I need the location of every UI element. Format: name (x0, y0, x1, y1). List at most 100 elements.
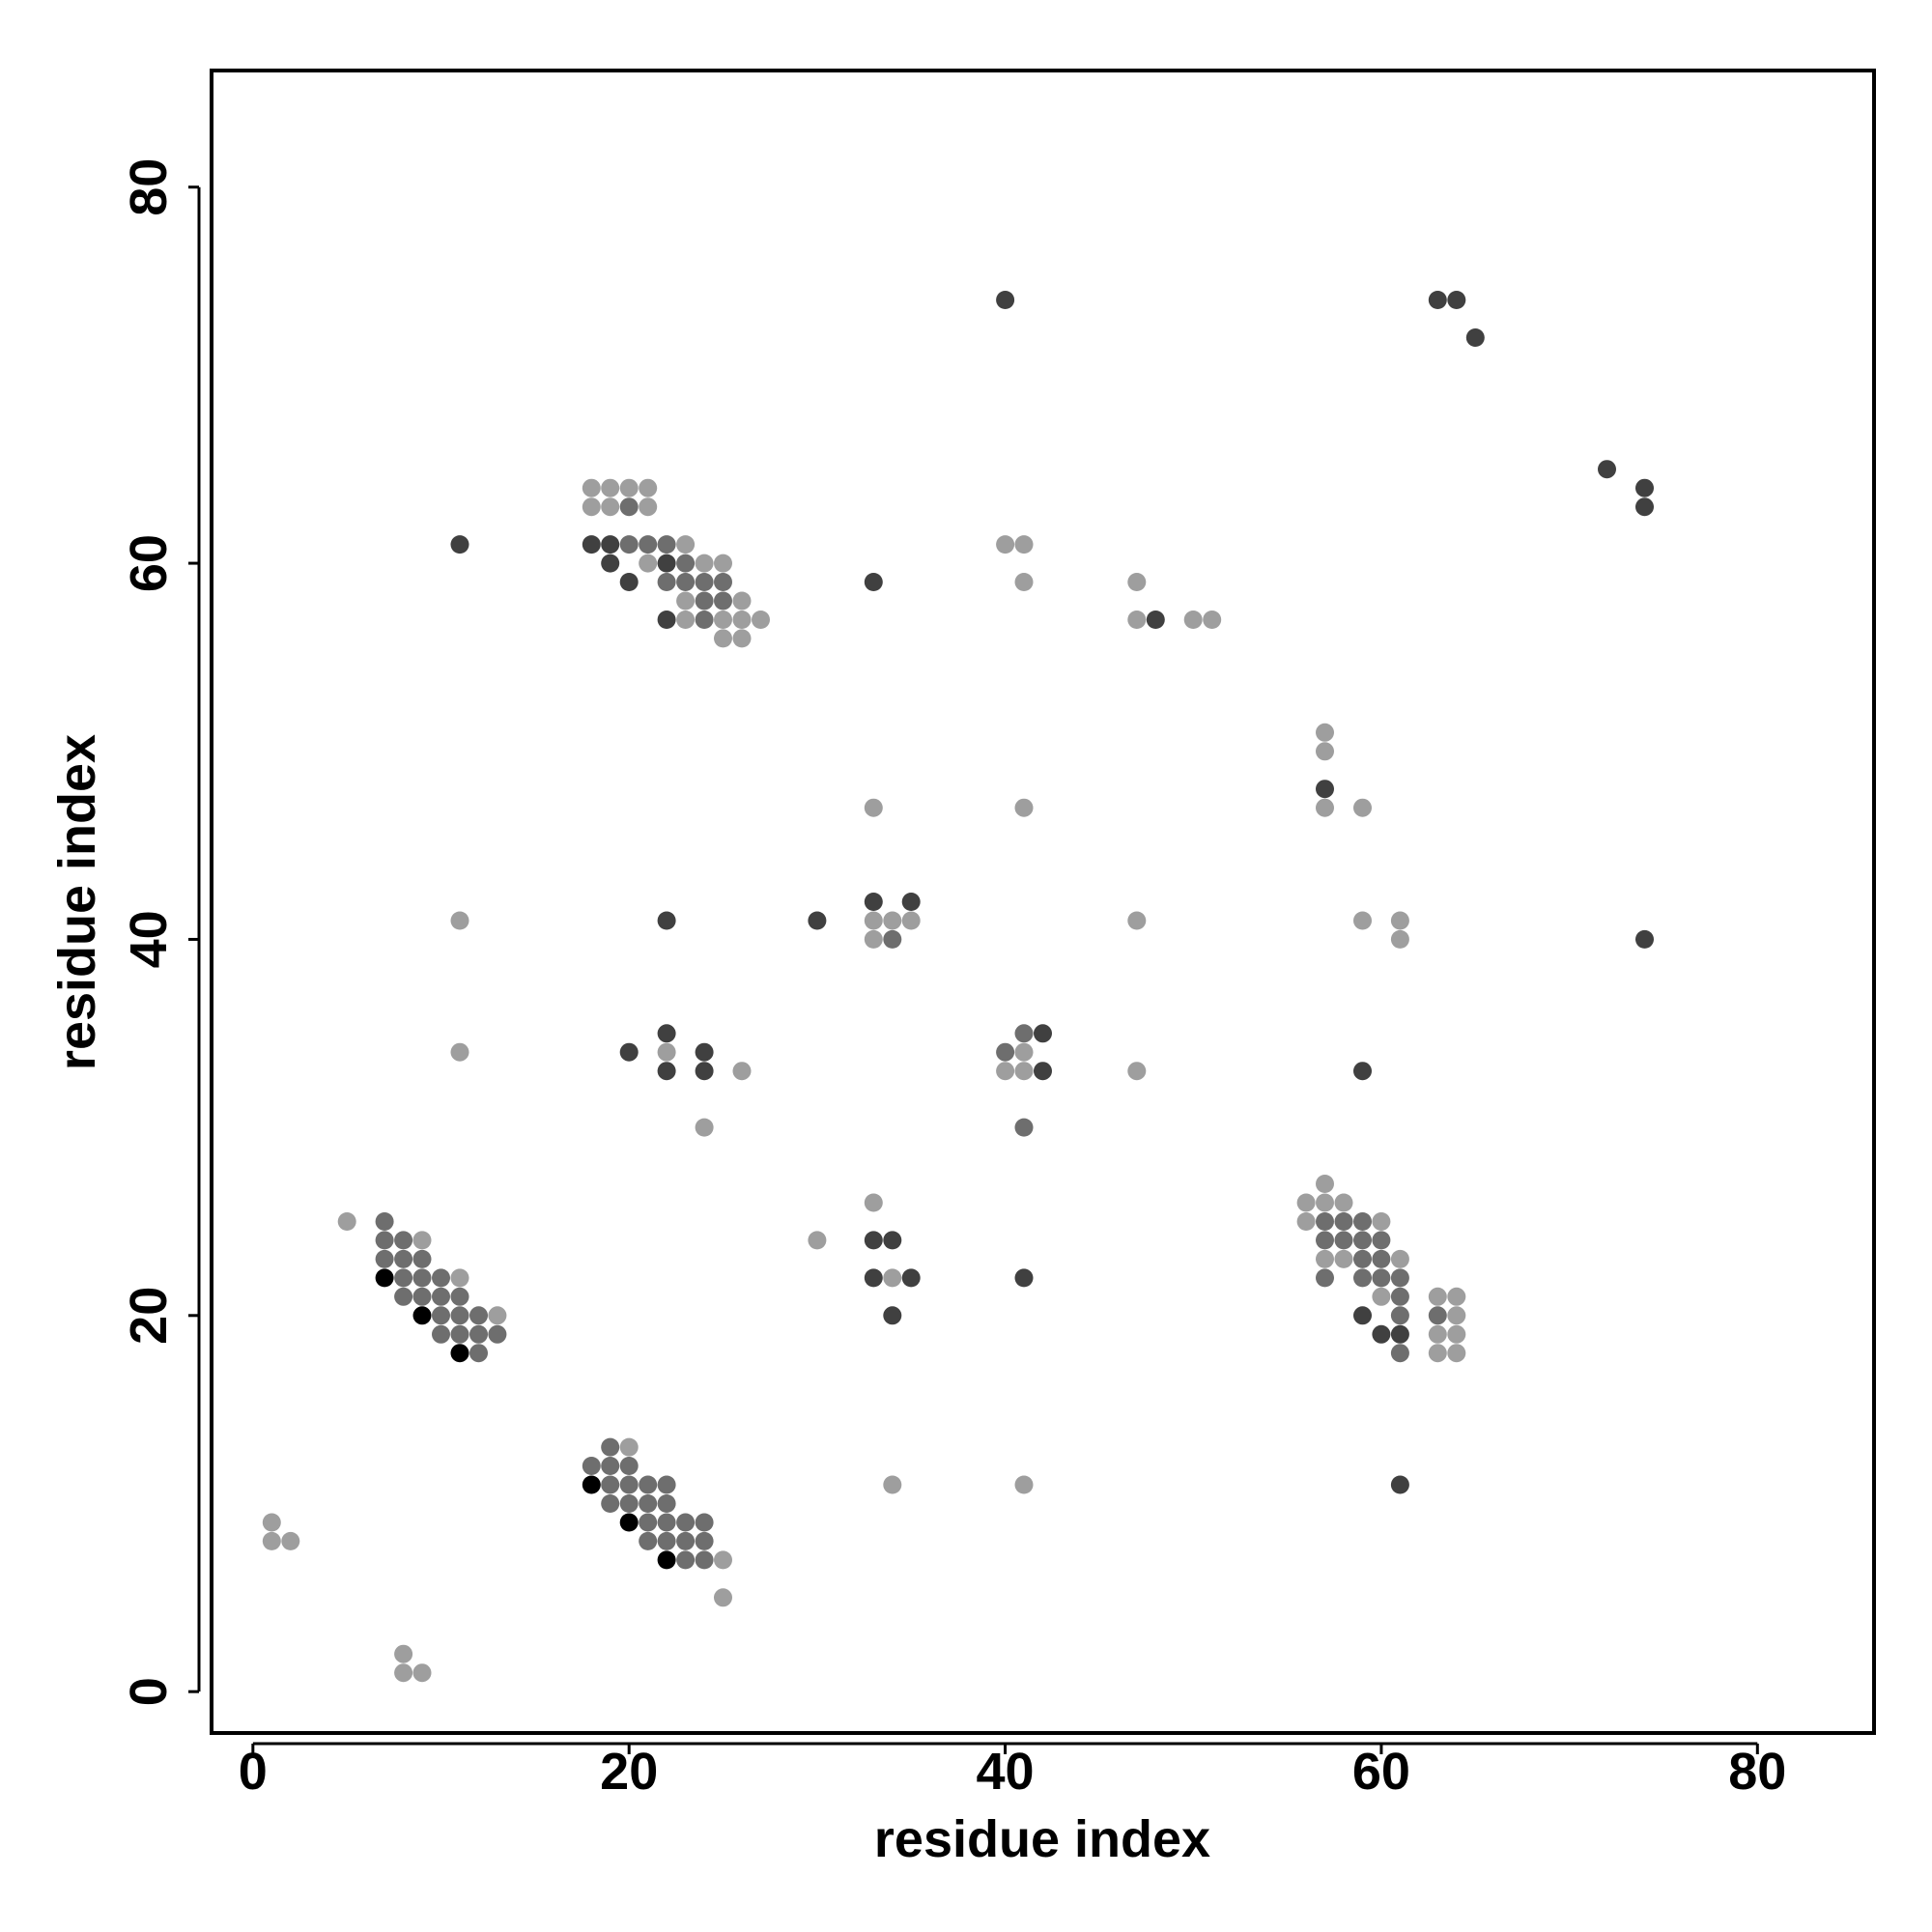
data-point (1390, 1306, 1409, 1325)
data-point (695, 554, 714, 573)
data-point (1372, 1249, 1391, 1268)
data-point (488, 1324, 507, 1344)
data-point (375, 1268, 394, 1288)
data-point (601, 1437, 620, 1457)
data-point (1014, 1118, 1034, 1137)
data-point (1635, 497, 1654, 517)
data-point (582, 497, 601, 517)
data-point (676, 611, 696, 629)
data-point (1334, 1193, 1353, 1212)
data-point (657, 1531, 676, 1550)
data-point (450, 911, 469, 930)
data-point (1390, 1287, 1409, 1306)
data-point (619, 497, 639, 517)
data-point (657, 1042, 676, 1062)
data-point (1372, 1231, 1391, 1250)
x-axis-title: residue index (874, 1810, 1210, 1868)
data-point (469, 1306, 488, 1325)
x-tick-label: 20 (600, 1743, 658, 1801)
data-point (1014, 798, 1034, 817)
data-point (808, 911, 827, 930)
data-point (732, 591, 752, 611)
data-point (432, 1287, 450, 1306)
data-point (601, 1475, 620, 1494)
data-point (469, 1324, 488, 1344)
data-point (412, 1231, 432, 1250)
x-tick-label: 40 (977, 1743, 1035, 1801)
data-point (864, 1193, 883, 1212)
data-point (1428, 1344, 1447, 1363)
x-tick-label: 60 (1352, 1743, 1410, 1801)
data-point (601, 1457, 620, 1475)
data-point (1428, 1324, 1447, 1344)
data-point (657, 573, 676, 591)
data-point (901, 1268, 921, 1288)
data-point (1316, 798, 1334, 817)
data-point (676, 591, 696, 611)
data-point (450, 1268, 469, 1288)
data-point (657, 1494, 676, 1513)
data-point (657, 911, 676, 930)
data-point (394, 1287, 413, 1306)
data-point (1034, 1024, 1052, 1043)
data-point (657, 1550, 676, 1570)
data-point (619, 1437, 639, 1457)
data-point (619, 1494, 639, 1513)
data-point (1127, 911, 1147, 930)
data-point (1390, 1344, 1409, 1363)
data-point (1014, 1268, 1034, 1288)
data-point (864, 798, 883, 817)
data-point (657, 535, 676, 554)
data-point (601, 497, 620, 517)
data-point (695, 1531, 714, 1550)
data-point (695, 573, 714, 591)
data-point (676, 535, 696, 554)
data-point (394, 1268, 413, 1288)
data-point (619, 1475, 639, 1494)
data-point (1014, 1475, 1034, 1494)
data-point (752, 611, 770, 629)
data-point (1353, 1306, 1372, 1325)
data-point (582, 1475, 601, 1494)
data-point (1372, 1268, 1391, 1288)
data-point (732, 629, 752, 648)
data-point (639, 554, 658, 573)
x-axis: 0 20 40 60 80 (239, 1742, 1786, 1801)
data-point (1390, 911, 1409, 930)
data-point (394, 1231, 413, 1250)
data-point (996, 535, 1015, 554)
data-point (619, 1513, 639, 1532)
data-point (1353, 1212, 1372, 1231)
data-point (657, 1062, 676, 1081)
data-point (488, 1306, 507, 1325)
data-point (1598, 460, 1616, 479)
data-point (601, 535, 620, 554)
data-point (450, 1324, 469, 1344)
data-point (1447, 1344, 1466, 1363)
data-point (695, 1062, 714, 1081)
y-tick-label: 60 (120, 534, 178, 592)
data-point (1014, 1024, 1034, 1043)
y-axis-title: residue index (48, 734, 106, 1070)
data-point (450, 1287, 469, 1306)
data-point (619, 478, 639, 497)
y-tick-label: 80 (120, 158, 178, 216)
data-point (639, 1531, 658, 1550)
data-point (864, 1268, 883, 1288)
data-point (695, 611, 714, 629)
data-point (619, 535, 639, 554)
data-point (1390, 1249, 1409, 1268)
data-point (639, 1494, 658, 1513)
points-layer (262, 291, 1654, 1683)
data-point (639, 535, 658, 554)
data-point (883, 929, 902, 949)
data-point (1428, 1306, 1447, 1325)
data-point (676, 1531, 696, 1550)
data-point (732, 611, 752, 629)
data-point (1353, 1249, 1372, 1268)
data-point (432, 1268, 450, 1288)
data-point (996, 1042, 1015, 1062)
data-point (619, 1457, 639, 1475)
